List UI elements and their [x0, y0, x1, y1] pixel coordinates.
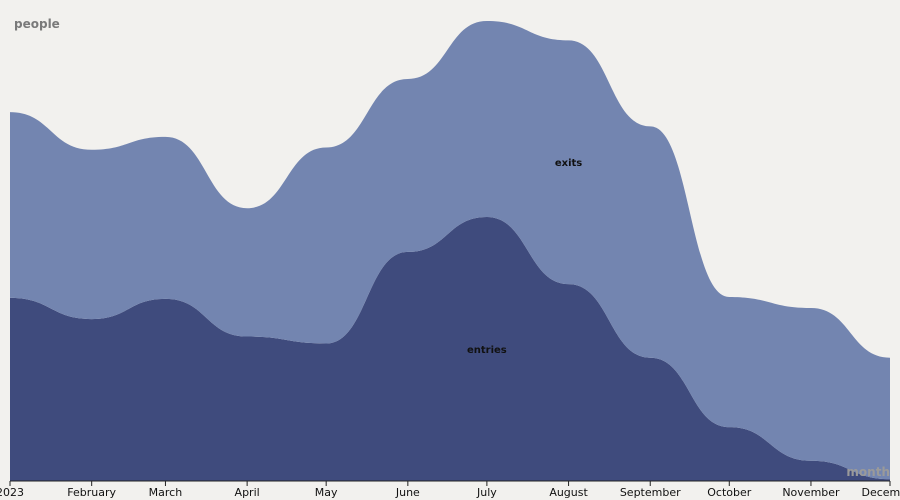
x-tick-label: February: [67, 486, 116, 499]
x-tick-label: November: [782, 486, 840, 499]
x-tick-label: May: [315, 486, 338, 499]
area-layers: [10, 21, 890, 481]
series-label-entries: entries: [467, 345, 507, 356]
x-tick-label: September: [620, 486, 681, 499]
x-tick-label: April: [235, 486, 260, 499]
area-exits: [10, 21, 890, 480]
x-tick-label: June: [395, 486, 420, 499]
series-labels: entries exits: [467, 158, 582, 356]
x-tick-label: December: [861, 486, 900, 499]
y-axis-label: people: [14, 17, 60, 31]
x-axis: 2023 February March April May June July August S…: [0, 480, 900, 499]
area-entries: [10, 216, 890, 481]
x-tick-label: 2023: [0, 486, 24, 499]
series-label-exits: exits: [555, 158, 582, 169]
x-axis-label: month: [846, 465, 890, 479]
x-tick-label: March: [149, 486, 183, 499]
x-tick-label: July: [476, 486, 497, 499]
x-tick-label: August: [549, 486, 588, 499]
x-tick-label: October: [707, 486, 751, 499]
